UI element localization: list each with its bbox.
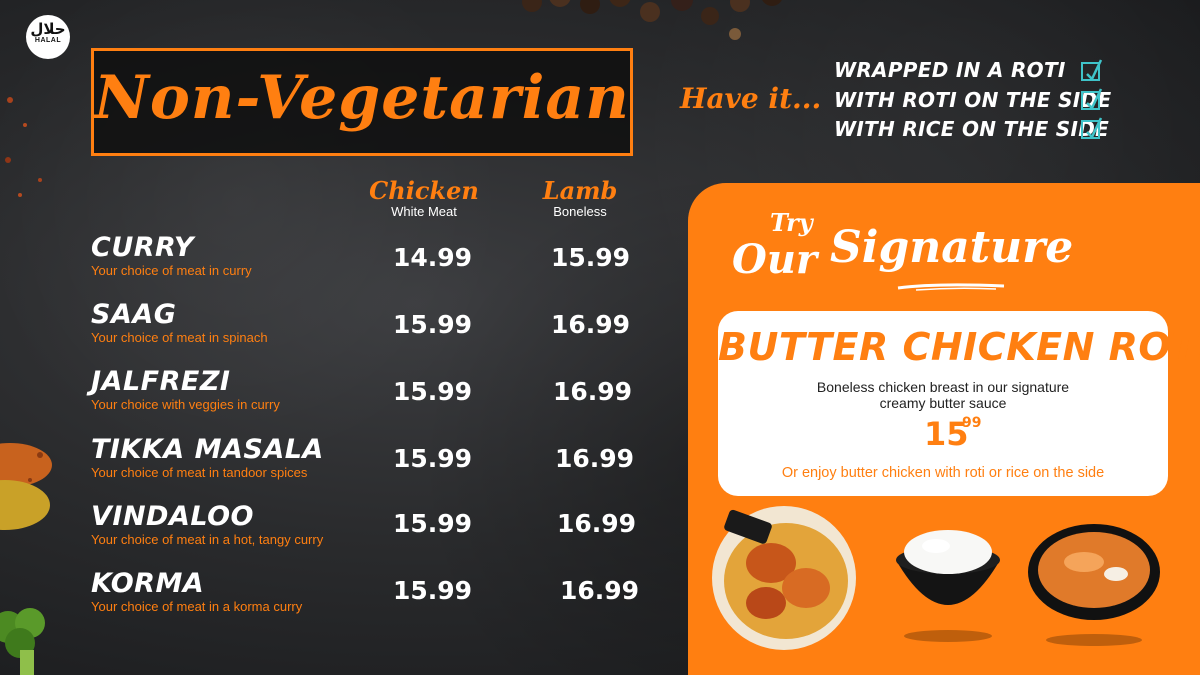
butter-chicken-bowl-photo	[1028, 524, 1160, 646]
checkbox-icon	[1081, 59, 1103, 82]
menu-item-vindaloo: VINDALOO Your choice of meat in a hot, t…	[91, 501, 324, 548]
price-lamb: 16.99	[560, 576, 640, 605]
spice-pile-decoration	[0, 443, 52, 530]
signature-description: Boneless chicken breast in our signature…	[718, 379, 1168, 411]
column-header-chicken: Chicken White Meat	[364, 176, 484, 220]
menu-item-curry: CURRY Your choice of meat in curry	[91, 232, 252, 279]
peppercorns-decoration	[522, 0, 782, 40]
menu-item-jalfrezi: JALFREZI Your choice with veggies in cur…	[91, 366, 280, 413]
signature-try: Try	[770, 208, 813, 237]
item-name: CURRY	[91, 232, 194, 263]
signature-card: BUTTER CHICKEN ROTI Boneless chicken bre…	[718, 311, 1200, 496]
item-name: KORMA	[91, 568, 205, 599]
option-roti-side: WITH ROTI ON THE SIDE	[834, 88, 1112, 112]
price-chicken: 15.99	[393, 576, 473, 605]
signature-price: 15	[924, 415, 969, 453]
option-wrapped-roti: WRAPPED IN A ROTI	[834, 58, 1066, 82]
signature-desc-line: creamy butter sauce	[879, 395, 1007, 411]
halal-arabic: حلال	[30, 20, 66, 38]
price-lamb: 16.99	[553, 377, 633, 406]
item-name: JALFREZI	[91, 366, 231, 397]
item-desc: Your choice of meat in a korma curry	[91, 599, 303, 614]
menu-item-korma: KORMA Your choice of meat in a korma cur…	[91, 568, 303, 615]
broccoli-decoration	[0, 608, 45, 675]
price-lamb: 16.99	[551, 310, 631, 339]
price-chicken: 15.99	[393, 310, 473, 339]
signature-price-cents: 99	[962, 415, 982, 431]
price-chicken: 15.99	[393, 444, 473, 473]
title-frame: Non-Vegetarian	[91, 48, 633, 156]
price-chicken: 14.99	[393, 243, 473, 272]
checkbox-icon	[1081, 88, 1103, 111]
item-name: TIKKA MASALA	[91, 434, 324, 465]
signature-desc-line: Boneless chicken breast in our signature	[816, 379, 1070, 395]
column-name: Chicken	[369, 176, 479, 205]
signature-our: Our	[732, 236, 817, 283]
item-desc: Your choice of meat in a hot, tangy curr…	[91, 532, 324, 547]
signature-word: Signature	[830, 222, 1074, 273]
price-chicken: 15.99	[393, 509, 473, 538]
item-name: VINDALOO	[91, 501, 254, 532]
checkbox-icon	[1081, 117, 1103, 140]
option-rice-side: WITH RICE ON THE SIDE	[834, 117, 1110, 141]
column-header-lamb: Lamb Boneless	[525, 176, 635, 220]
item-desc: Your choice of meat in curry	[91, 263, 252, 278]
menu-item-tikka-masala: TIKKA MASALA Your choice of meat in tand…	[91, 434, 324, 481]
signature-dish: BUTTER CHICKEN ROTI	[718, 325, 1200, 369]
halal-label: HALAL	[34, 37, 62, 44]
item-desc: Your choice of meat in tandoor spices	[91, 465, 308, 480]
signature-footer: Or enjoy butter chicken with roti or ric…	[781, 465, 1105, 481]
butter-chicken-roti-photo	[712, 506, 856, 650]
price-lamb: 16.99	[555, 444, 635, 473]
chili-flakes-decoration	[5, 97, 42, 197]
halal-badge: حلال HALAL	[26, 15, 70, 59]
rice-bowl-photo	[896, 530, 1000, 642]
price-chicken: 15.99	[393, 377, 473, 406]
item-desc: Your choice with veggies in curry	[91, 397, 280, 412]
brush-underline	[897, 283, 1005, 291]
column-sub: White Meat	[391, 204, 457, 219]
column-sub: Boneless	[553, 204, 607, 219]
have-it-lead: Have it...	[680, 82, 822, 115]
item-name: SAAG	[91, 299, 177, 330]
price-lamb: 16.99	[557, 509, 637, 538]
column-name: Lamb	[542, 176, 618, 205]
price-lamb: 15.99	[551, 243, 631, 272]
page-title: Non-Vegetarian	[94, 63, 630, 133]
item-desc: Your choice of meat in spinach	[91, 330, 268, 345]
menu-item-saag: SAAG Your choice of meat in spinach	[91, 299, 268, 346]
